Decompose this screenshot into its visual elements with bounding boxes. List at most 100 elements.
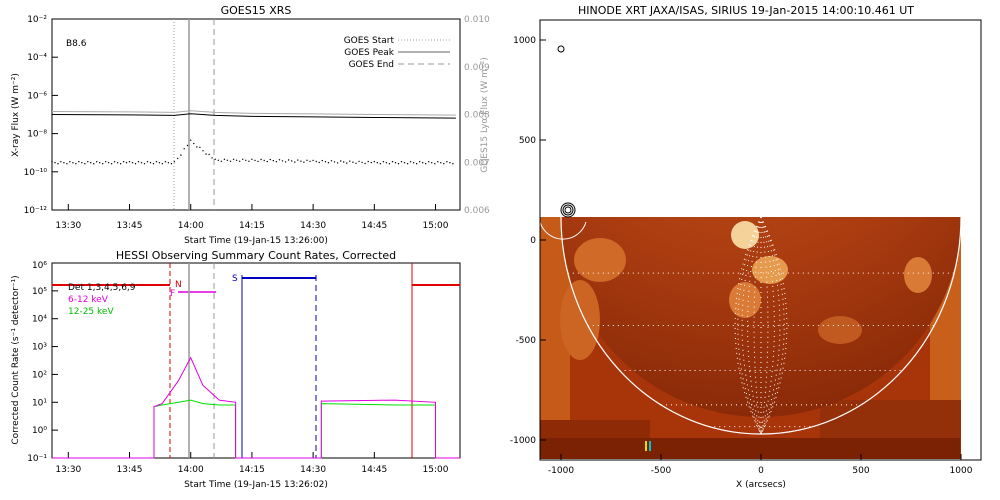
goes-short-point (419, 161, 421, 163)
goes-short-point (263, 159, 265, 162)
hessi-x-tick-label: 13:45 (117, 465, 143, 475)
goes-short-point (226, 159, 229, 161)
goes-short-point (87, 161, 89, 163)
goes-y-tick-label: 10⁻¹² (24, 206, 48, 216)
hessi-6-12kev-series (52, 356, 460, 459)
goes-short-point (431, 162, 433, 164)
hessi-legend-12-25: 12-25 keV (68, 307, 114, 317)
goes-short-point (355, 162, 357, 164)
goes-short-point (180, 154, 182, 156)
goes-short-point (440, 162, 442, 164)
xrt-x-tick-label: 0 (758, 466, 764, 476)
xrt-contour-outer (560, 202, 576, 218)
goes-y-tick-label: 10⁻¹⁰ (24, 168, 48, 178)
hessi-y-label: Corrected Count Rate (s⁻¹ detector⁻¹) (11, 275, 21, 444)
goes-short-point (214, 158, 216, 160)
goes-short-point (437, 161, 439, 163)
hessi-y-tick-label: 10⁵ (32, 287, 47, 297)
goes-short-point (321, 159, 323, 162)
hessi-y-tick-label: 10⁻¹ (27, 454, 47, 464)
goes-lya-series (51, 110, 456, 116)
goes-y2-tick-label: 0.007 (464, 158, 490, 168)
goes-y2-label: GOES15 Lyα Flux (W m⁻²) (480, 57, 490, 173)
xrt-y-tick-label: 0 (530, 236, 536, 246)
xrt-x-ticks: -1000 -500 0 500 1000 (548, 454, 973, 476)
goes-short-point (343, 161, 345, 163)
goes-legend-peak: GOES Peak (344, 48, 394, 58)
goes-short-point (186, 144, 189, 147)
goes-short-point (131, 162, 134, 164)
goes-short-point (312, 159, 314, 162)
hessi-y-ticks: 10⁶ 10⁵ 10⁴ 10³ 10² 10¹ 10⁰ 10⁻¹ (27, 261, 58, 464)
xrt-contour-inner (564, 206, 572, 214)
goes-short-point (425, 163, 427, 165)
goes-short-point (412, 162, 415, 164)
goes-short-point (140, 162, 143, 164)
goes-short-point (152, 163, 155, 165)
xrt-y-tick-label: -1000 (510, 436, 536, 446)
goes-short-point (446, 161, 448, 163)
goes-short-point (251, 158, 253, 160)
goes-y-ticks: 10⁻² 10⁻⁴ 10⁻⁶ 10⁻⁸ 10⁻¹⁰ 10⁻¹² (24, 15, 58, 216)
goes-short-point (128, 161, 131, 163)
goes-y2-tick-label: 0.009 (464, 63, 490, 73)
goes-short-point (315, 160, 317, 163)
hessi-x-tick-label: 14:45 (361, 465, 387, 475)
goes-short-point (388, 163, 391, 165)
goes-short-point (199, 146, 201, 149)
hessi-legend: Det 1,3,4,5,6,9 6-12 keV 12-25 keV (68, 283, 136, 317)
xrt-x-tick-label: -500 (651, 466, 672, 476)
goes-short-point (422, 162, 424, 164)
goes-short-point (72, 162, 74, 164)
goes-short-point (137, 161, 140, 163)
goes-short-point (167, 162, 170, 164)
xrt-grid-longitude (734, 217, 762, 435)
goes-short-point (155, 161, 158, 163)
goes-short-point (161, 163, 164, 165)
goes-short-point (318, 161, 320, 164)
xrt-title: HINODE XRT JAXA/ISAS, SIRIUS 19-Jan-2015… (578, 4, 914, 17)
goes-panel: GOES15 XRS 10⁻² 10⁻⁴ 10⁻⁶ 10⁻⁸ 10⁻¹⁰ 10⁻¹² 0.… (11, 4, 490, 246)
goes-short-point (260, 158, 262, 161)
goes-short-point (170, 163, 173, 165)
goes-short-point (116, 162, 119, 164)
goes-x-ticks: 13:30 13:45 14:00 14:15 14:30 14:45 15:00 (55, 204, 449, 231)
goes-short-point (66, 163, 68, 165)
hessi-y-tick-label: 10⁴ (32, 315, 47, 325)
goes-short-point (96, 161, 98, 163)
xrt-panel: HINODE XRT JAXA/ISAS, SIRIUS 19-Jan-2015… (510, 4, 982, 490)
goes-y2-tick-label: 0.008 (464, 111, 490, 121)
hessi-y-tick-label: 10¹ (32, 398, 47, 408)
xrt-grid-longitude (760, 217, 781, 435)
goes-short-point (291, 160, 293, 162)
goes-short-point (336, 162, 339, 164)
goes-short-point (297, 159, 299, 161)
goes-short-point (99, 162, 101, 164)
goes-short-point (382, 161, 385, 163)
goes-short-point (370, 161, 372, 164)
hessi-x-tick-label: 14:00 (178, 465, 204, 475)
goes-short-point (93, 163, 95, 165)
xrt-x-label: X (arcsecs) (736, 480, 786, 490)
xrt-y-tick-label: 1000 (513, 36, 536, 46)
hessi-marker-s: S (232, 274, 238, 284)
goes-short-point (242, 158, 244, 160)
hessi-y-tick-label: 10³ (32, 343, 47, 353)
goes-short-point (300, 160, 302, 162)
goes-short-point (78, 161, 80, 163)
goes-short-point (281, 160, 284, 162)
hessi-legend-6-12: 6-12 keV (68, 295, 109, 305)
hessi-x-ticks: 13:30 13:45 14:00 14:15 14:30 14:45 15:00 (55, 452, 449, 475)
goes-short-point (287, 159, 290, 161)
xrt-x-tick-label: -1000 (548, 466, 574, 476)
goes-short-point (397, 163, 400, 165)
goes-short-point (434, 163, 436, 165)
goes-short-point (239, 160, 241, 162)
goes-y2-tick-label: 0.006 (464, 206, 490, 216)
goes-short-point (340, 160, 342, 162)
goes-y-tick-label: 10⁻² (27, 15, 47, 25)
goes-x-tick-label: 14:15 (239, 221, 265, 231)
goes-short-point (361, 161, 363, 164)
hessi-y-tick-label: 10⁶ (32, 261, 47, 271)
goes-short-point (385, 162, 388, 164)
